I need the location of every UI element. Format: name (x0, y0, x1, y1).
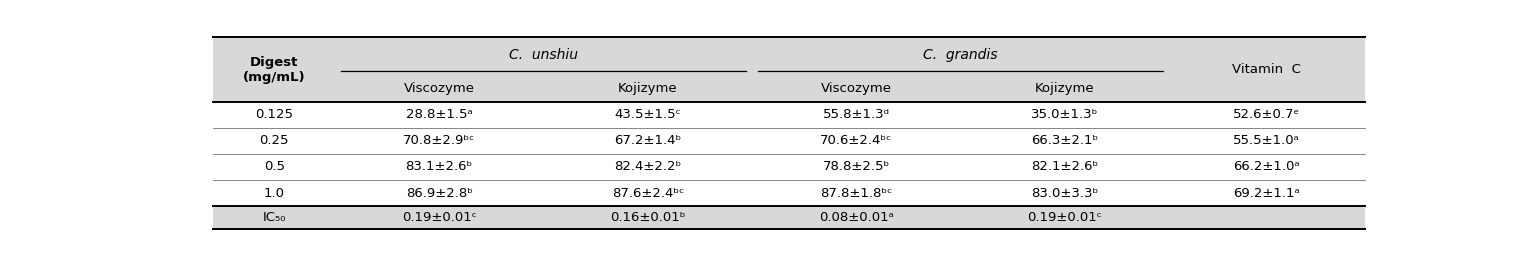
Text: 0.16±0.01ᵇ: 0.16±0.01ᵇ (610, 211, 685, 224)
Text: 28.8±1.5ᵃ: 28.8±1.5ᵃ (406, 108, 473, 121)
Text: Kojizyme: Kojizyme (617, 82, 677, 95)
Text: 83.1±2.6ᵇ: 83.1±2.6ᵇ (406, 160, 473, 173)
Text: 70.6±2.4ᵇᶜ: 70.6±2.4ᵇᶜ (820, 134, 892, 147)
Text: 52.6±0.7ᵉ: 52.6±0.7ᵉ (1233, 108, 1301, 121)
Text: 0.5: 0.5 (264, 160, 284, 173)
Text: Vitamin  C: Vitamin C (1232, 63, 1301, 76)
Text: Kojizyme: Kojizyme (1035, 82, 1095, 95)
Text: 69.2±1.1ᵃ: 69.2±1.1ᵃ (1233, 187, 1301, 200)
Text: 0.08±0.01ᵃ: 0.08±0.01ᵃ (819, 211, 894, 224)
Text: 66.2±1.0ᵃ: 66.2±1.0ᵃ (1233, 160, 1299, 173)
Text: 0.125: 0.125 (255, 108, 293, 121)
Text: 55.8±1.3ᵈ: 55.8±1.3ᵈ (823, 108, 889, 121)
Text: 0.19±0.01ᶜ: 0.19±0.01ᶜ (1028, 211, 1103, 224)
Text: 82.4±2.2ᵇ: 82.4±2.2ᵇ (614, 160, 682, 173)
Text: 0.19±0.01ᶜ: 0.19±0.01ᶜ (402, 211, 476, 224)
Text: 87.8±1.8ᵇᶜ: 87.8±1.8ᵇᶜ (820, 187, 892, 200)
Text: 43.5±1.5ᶜ: 43.5±1.5ᶜ (614, 108, 680, 121)
Text: 0.25: 0.25 (260, 134, 289, 147)
Text: 78.8±2.5ᵇ: 78.8±2.5ᵇ (823, 160, 889, 173)
Text: 70.8±2.9ᵇᶜ: 70.8±2.9ᵇᶜ (402, 134, 475, 147)
Text: Digest
(mg/mL): Digest (mg/mL) (243, 55, 306, 84)
FancyBboxPatch shape (214, 102, 1364, 128)
Text: 66.3±2.1ᵇ: 66.3±2.1ᵇ (1031, 134, 1098, 147)
Text: 82.1±2.6ᵇ: 82.1±2.6ᵇ (1031, 160, 1098, 173)
Text: 1.0: 1.0 (264, 187, 284, 200)
Text: 83.0±3.3ᵇ: 83.0±3.3ᵇ (1031, 187, 1098, 200)
FancyBboxPatch shape (214, 206, 1364, 229)
Text: IC₅₀: IC₅₀ (263, 211, 286, 224)
Text: 67.2±1.4ᵇ: 67.2±1.4ᵇ (614, 134, 682, 147)
Text: C.  unshiu: C. unshiu (508, 48, 578, 62)
Text: C.  grandis: C. grandis (923, 48, 998, 62)
Text: Viscozyme: Viscozyme (404, 82, 475, 95)
Text: Viscozyme: Viscozyme (820, 82, 892, 95)
Text: 35.0±1.3ᵇ: 35.0±1.3ᵇ (1031, 108, 1098, 121)
Text: 87.6±2.4ᵇᶜ: 87.6±2.4ᵇᶜ (611, 187, 684, 200)
Text: 55.5±1.0ᵃ: 55.5±1.0ᵃ (1233, 134, 1301, 147)
FancyBboxPatch shape (214, 180, 1364, 206)
Text: 86.9±2.8ᵇ: 86.9±2.8ᵇ (406, 187, 473, 200)
FancyBboxPatch shape (214, 128, 1364, 154)
FancyBboxPatch shape (214, 154, 1364, 180)
FancyBboxPatch shape (214, 37, 1364, 102)
